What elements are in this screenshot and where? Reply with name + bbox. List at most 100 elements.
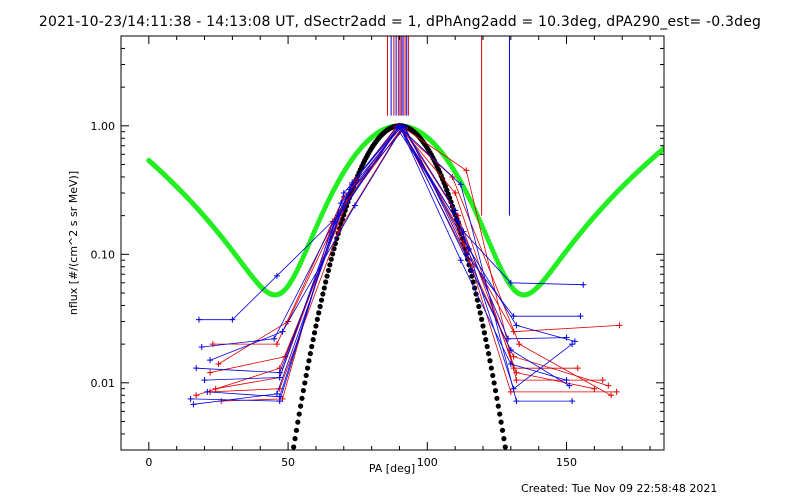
blue-data-point [273,272,280,279]
red-data-point [452,190,459,197]
blue-data-point [271,335,278,342]
y-tick-label: 0.10 [91,248,116,261]
blue-data-point [563,334,570,341]
red-data-point [574,365,581,372]
black-model-point [504,453,509,458]
blue-data-point [195,316,202,323]
red-data-point [463,167,470,174]
blue-data-point [580,281,587,288]
black-model-point [304,365,311,371]
blue-data-point [279,328,286,335]
black-model-point [317,303,323,310]
blue-data-point [187,395,194,402]
red-data-point [516,341,523,348]
blue-data-point [351,202,358,209]
black-model-point [483,336,489,343]
black-model-point [485,350,492,357]
blue-data-point [505,335,512,342]
black-model-point [314,316,320,322]
red-trace-line [212,127,620,345]
y-tick-label: 0.01 [91,377,116,390]
black-model-point [291,444,297,450]
blue-data-point [457,257,464,264]
red-data-point [616,322,623,329]
red-data-point [510,328,517,335]
blue-data-point [513,322,520,329]
black-model-point [313,323,319,329]
x-tick-label: 50 [281,456,295,469]
red-data-point [207,369,214,376]
blue-data-point [468,267,475,274]
blue-data-point [198,343,205,350]
black-model-point [479,316,485,322]
red-trace-line [215,126,595,390]
blue-data-point [207,357,214,364]
black-model-point [474,297,481,303]
x-axis-label: PA [deg] [369,462,415,475]
black-model-point [316,310,322,316]
black-model-point [488,365,494,371]
red-data-point [273,341,280,348]
black-model-point [292,436,298,442]
blue-data-point [510,313,517,320]
red-data-point [591,385,598,392]
black-model-point [307,350,313,357]
black-model-point [310,336,316,343]
blue-data-point [507,347,514,354]
black-model-point [491,380,497,386]
x-tick-label: 150 [556,456,577,469]
red-data-point [605,382,612,389]
blue-data-point [507,279,514,286]
black-model-point [320,291,326,297]
blue-data-point [190,401,197,408]
blue-data-point [563,377,570,384]
black-model-point [323,279,329,285]
black-model-point [327,262,333,268]
blue-data-point [510,385,517,392]
red-trace-line [210,125,612,396]
red-data-point [212,385,219,392]
blue-data-point [457,181,464,188]
blue-trace-line [196,126,567,374]
axes: 0 50 100 150 0.01 0.10 1.00 [91,35,664,469]
black-model-point [484,343,490,350]
blue-data-point [507,361,514,368]
plot-frame [120,35,665,451]
black-model-point [445,191,451,197]
black-model-point [497,411,503,417]
black-model-point [302,380,308,386]
blue-data-point [566,382,573,389]
black-model-point [501,436,507,442]
x-tick-label: 0 [145,456,152,469]
black-model-point [487,358,493,364]
blue-data-point [569,341,576,348]
blue-data-point [454,218,461,225]
black-model-point [311,330,318,336]
blue-data-point [340,190,347,197]
black-model-point [303,372,309,379]
black-model-point [328,256,334,262]
blue-data-point [204,388,211,395]
black-model-point [481,330,487,336]
blue-data-point [349,179,356,186]
black-model-point [495,403,501,409]
black-model-point [330,251,336,257]
blue-trace-line [193,125,573,405]
black-model-point [492,387,499,394]
blue-data-point [276,374,283,381]
black-model-point [325,267,332,274]
chart-title: 2021-10-23/14:11:38 - 14:13:08 UT, dSect… [38,14,762,30]
blue-data-point [193,365,200,372]
black-model-point [299,395,305,401]
black-model-point [490,372,496,379]
black-model-point [498,419,504,425]
black-model-point [477,310,483,316]
blue-trace-line [209,127,570,387]
blue-data-point [273,390,280,397]
red-trace-line [196,126,578,396]
y-tick-label: 1.00 [91,120,116,133]
red-data-point [599,377,606,384]
red-data-point [608,392,615,399]
black-model-point [480,323,486,329]
blue-data-point [466,245,473,252]
